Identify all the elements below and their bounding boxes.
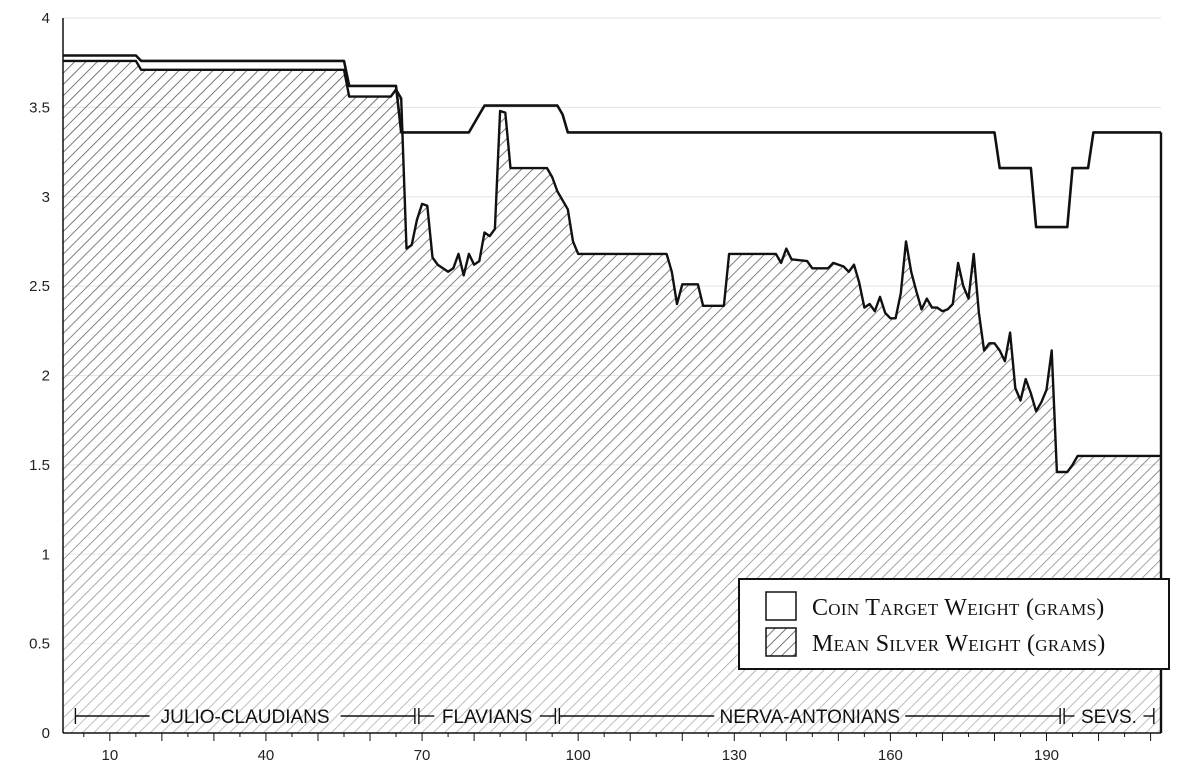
legend-swatch-target-weight [765, 591, 797, 621]
y-tick-label-0: 0 [42, 725, 50, 742]
y-tick-label-1: 0.5 [29, 636, 50, 653]
x-tick-label-0: 10 [101, 747, 118, 764]
y-tick-label-2: 1 [42, 546, 50, 563]
x-tick-label-4: 130 [722, 747, 747, 764]
x-tick-label-5: 160 [878, 747, 903, 764]
legend-label-target-weight: Coin Target Weight (grams) [812, 595, 1105, 621]
era-label-julio-claudians: JULIO-CLAUDIANS [161, 707, 330, 728]
x-tick-label-2: 70 [414, 747, 431, 764]
silver-weight-area-fade [63, 60, 1161, 733]
series-line-target-weight [63, 54, 1161, 229]
x-tick-label-6: 190 [1034, 747, 1059, 764]
y-axis: 0 0.5 1 1.5 2 2.5 3 3.5 4 [29, 10, 64, 742]
y-tick-label-6: 3 [42, 189, 50, 206]
era-annotations: JULIO-CLAUDIANS FLAVIANS NERVA-ANTONIANS SE… [74, 707, 1155, 728]
x-axis: 10 40 70 100 130 160 190 [63, 732, 1161, 764]
legend-swatch-silver-weight [765, 627, 797, 657]
y-tick-label-5: 2.5 [29, 278, 50, 295]
y-tick-label-8: 4 [42, 10, 50, 27]
y-tick-label-3: 1.5 [29, 457, 50, 474]
era-label-sevs: SEVS. [1081, 707, 1137, 728]
x-tick-label-1: 40 [258, 747, 275, 764]
legend-label-silver-weight: Mean Silver Weight (grams) [812, 631, 1106, 657]
legend: Coin Target Weight (grams) Mean Silver W… [738, 578, 1170, 670]
y-tick-label-7: 3.5 [29, 99, 50, 116]
plot-area [63, 60, 1161, 733]
y-tick-label-4: 2 [42, 368, 50, 385]
legend-box [738, 578, 1170, 670]
era-label-nerva-antonians: NERVA-ANTONIANS [719, 707, 900, 728]
series-line-silver-weight [63, 59, 1161, 474]
x-tick-label-3: 100 [566, 747, 591, 764]
era-label-flavians: FLAVIANS [442, 707, 532, 728]
